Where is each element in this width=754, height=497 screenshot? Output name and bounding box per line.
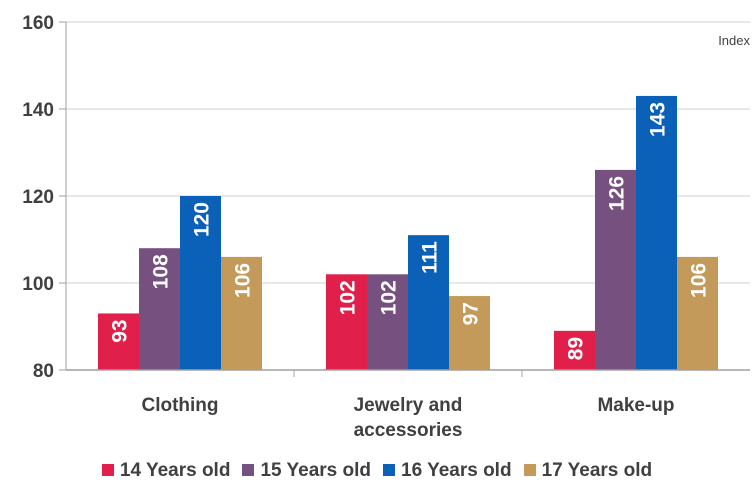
legend-swatch (523, 464, 536, 476)
axes: 80 100 120 140 160 Clothing Jewelry and accesso… (22, 13, 750, 441)
bar (449, 296, 490, 370)
legend-swatch (242, 464, 255, 476)
bar (636, 95, 677, 370)
category-label: Make-up (597, 395, 674, 416)
bar (595, 169, 636, 370)
bar-value-label: 102 (337, 280, 360, 315)
bar-value-label: 97 (460, 302, 483, 325)
legend-swatch (101, 464, 114, 476)
legend-item: 15 Years old (242, 460, 371, 482)
bars: 93 108 120 106 102 102 111 97 89 126 143 106 (98, 95, 718, 370)
bar-value-label: 120 (191, 202, 214, 237)
bar-value-label: 111 (419, 241, 442, 274)
bar-chart: 93 108 120 106 102 102 111 97 89 126 143 106 80 100 1… (22, 13, 750, 441)
legend-swatch (383, 464, 395, 476)
bar-value-label: 108 (150, 254, 173, 289)
bar (408, 235, 449, 370)
bar-value-label: 126 (606, 176, 629, 211)
bar (554, 330, 595, 370)
category-label: Clothing (141, 395, 218, 416)
bar (180, 196, 221, 370)
bar-value-label: 89 (565, 337, 588, 360)
y-tick-label: 100 (22, 274, 54, 295)
y-tick-label: 160 (22, 13, 54, 34)
y-tick-label: 80 (33, 361, 54, 382)
bar (221, 256, 262, 370)
unit-label: Index (718, 33, 750, 48)
bar-value-label: 143 (647, 102, 670, 137)
legend: 14 Years old 15 Years old 16 Years old 17 Y… (0, 460, 754, 482)
legend-item: 16 Years old (383, 460, 512, 482)
legend-label: 14 Years old (119, 460, 231, 481)
bar (677, 256, 718, 370)
legend-label: 17 Years old (541, 460, 653, 481)
y-tick-label: 120 (22, 187, 54, 208)
y-tick-label: 140 (22, 100, 54, 121)
bar (139, 248, 180, 370)
bar (367, 274, 408, 370)
legend-label: 16 Years old (401, 460, 512, 481)
bar-value-label: 93 (109, 319, 132, 342)
bar (326, 274, 367, 370)
bar-value-label: 106 (688, 263, 711, 298)
legend-item: 14 Years old (101, 460, 231, 482)
legend-label: 15 Years old (260, 460, 371, 481)
bar-value-label: 102 (378, 280, 401, 315)
bar (98, 313, 139, 370)
legend-item: 17 Years old (523, 460, 653, 482)
category-label: Jewelry and accessories (354, 395, 463, 441)
bar-value-label: 106 (232, 263, 255, 298)
